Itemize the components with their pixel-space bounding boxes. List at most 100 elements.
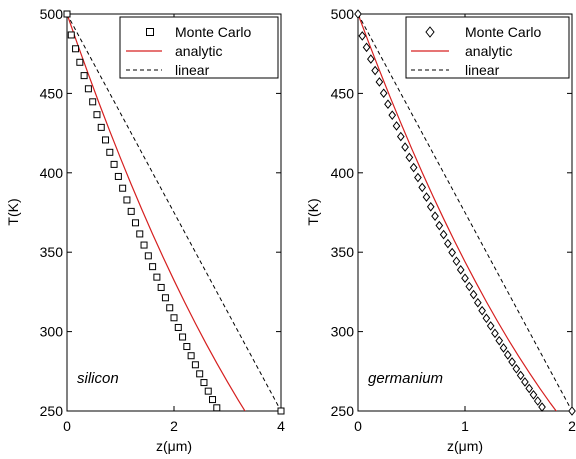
legend: Monte Carlo analytic linear — [119, 16, 279, 79]
monte-carlo-point — [166, 304, 174, 312]
monte-carlo-point — [384, 99, 392, 110]
monte-carlo-point — [422, 192, 431, 202]
legend-entry-monte-carlo: Monte Carlo — [146, 24, 251, 40]
legend-label: Monte Carlo — [175, 24, 251, 40]
x-tick-label: 0 — [63, 418, 71, 434]
legend-entry-linear: linear — [411, 62, 500, 78]
legend-entry-monte-carlo: Monte Carlo — [425, 24, 541, 40]
monte-carlo-point — [209, 396, 217, 404]
monte-carlo-point — [486, 321, 495, 331]
monte-carlo-point — [371, 65, 379, 76]
legend-label: linear — [175, 62, 210, 78]
monte-carlo-point — [354, 9, 362, 19]
x-axis-label: z(μm) — [156, 438, 192, 454]
monte-carlo-point — [140, 241, 148, 249]
monte-carlo-point — [89, 98, 97, 106]
y-tick-label: 350 — [40, 244, 64, 260]
monte-carlo-point — [114, 172, 122, 180]
monte-carlo-point — [409, 162, 418, 173]
monte-carlo-point — [418, 182, 427, 193]
monte-carlo-point — [525, 383, 534, 394]
x-tick-label: 4 — [277, 418, 285, 434]
y-tick-label: 500 — [40, 6, 64, 22]
y-tick-label: 250 — [331, 403, 355, 419]
monte-carlo-point — [516, 370, 525, 381]
monte-carlo-point — [503, 350, 512, 360]
legend-entry-linear: linear — [126, 62, 210, 78]
monte-carlo-point — [465, 281, 474, 292]
monte-carlo-point — [426, 201, 435, 212]
monte-carlo-point — [170, 314, 178, 322]
monte-carlo-point — [405, 152, 414, 163]
monte-carlo-point — [456, 265, 465, 275]
linear-reference-line — [358, 14, 572, 411]
material-annotation: germanium — [368, 370, 443, 387]
monte-carlo-point — [127, 207, 135, 215]
monte-carlo-point — [179, 333, 187, 341]
monte-carlo-point — [431, 211, 439, 221]
monte-carlo-point — [144, 252, 152, 260]
monte-carlo-point — [444, 238, 452, 249]
monte-carlo-point — [388, 110, 397, 120]
monte-carlo-point — [67, 31, 75, 39]
x-tick-label: 1 — [461, 418, 469, 434]
monte-carlo-point — [200, 379, 208, 387]
x-tick-label: 2 — [568, 418, 576, 434]
monte-carlo-point — [533, 396, 542, 406]
legend-entry-analytic: analytic — [411, 43, 512, 59]
monte-carlo-point — [414, 172, 422, 183]
monte-carlo-point — [204, 387, 212, 395]
axis-ticks: 0 2 4 250 300 350 400 450 500 — [40, 6, 285, 434]
monte-carlo-point — [366, 54, 375, 64]
monte-carlo-point — [97, 123, 105, 131]
analytic-curve — [67, 14, 246, 411]
monte-carlo-point — [102, 136, 110, 144]
monte-carlo-point — [568, 406, 576, 416]
x-axis-label: z(μm) — [447, 438, 483, 454]
monte-carlo-point — [538, 402, 546, 412]
monte-carlo-point — [521, 377, 529, 387]
y-tick-label: 450 — [331, 85, 355, 101]
monte-carlo-point — [183, 343, 191, 351]
material-annotation: silicon — [77, 370, 119, 387]
y-tick-label: 250 — [40, 403, 64, 419]
monte-carlo-point — [473, 297, 482, 308]
series-layer — [354, 9, 576, 416]
monte-carlo-point — [448, 247, 457, 258]
silicon-panel: 0 2 4 250 300 350 400 450 500 silicon z(μm) T(K)… — [5, 6, 285, 454]
germanium-panel: 0 1 2 250 300 350 400 450 500 germanium z(μm) T(… — [305, 6, 576, 454]
monte-carlo-point — [76, 58, 84, 66]
y-tick-label: 350 — [331, 244, 355, 260]
monte-carlo-point — [482, 313, 491, 324]
monte-carlo-point — [72, 45, 80, 53]
monte-carlo-point — [161, 294, 169, 302]
monte-carlo-point — [396, 131, 405, 142]
monte-carlo-point — [379, 88, 388, 99]
y-axis-label: T(K) — [5, 198, 21, 225]
monte-carlo-point — [153, 273, 161, 281]
legend-diamond-marker — [425, 26, 435, 38]
monte-carlo-point — [80, 72, 88, 80]
y-tick-label: 300 — [40, 324, 64, 340]
monte-carlo-point — [157, 283, 165, 291]
monte-carlo-point — [529, 389, 538, 400]
monte-carlo-point — [106, 148, 114, 156]
monte-carlo-point — [401, 142, 409, 152]
monte-carlo-point — [84, 85, 92, 93]
monte-carlo-point — [149, 263, 157, 271]
monte-carlo-point — [93, 111, 101, 119]
monte-carlo-point — [119, 184, 127, 192]
monte-carlo-point — [213, 404, 221, 412]
monte-carlo-point — [375, 77, 384, 87]
monte-carlo-point — [512, 363, 521, 374]
monte-carlo-point — [469, 289, 478, 300]
legend-label: linear — [465, 62, 500, 78]
monte-carlo-point — [478, 305, 486, 316]
monte-carlo-point — [131, 219, 139, 227]
legend-box — [119, 16, 279, 79]
monte-carlo-point — [491, 328, 499, 339]
x-tick-label: 2 — [170, 418, 178, 434]
monte-carlo-point — [508, 357, 516, 367]
y-tick-label: 400 — [40, 165, 64, 181]
